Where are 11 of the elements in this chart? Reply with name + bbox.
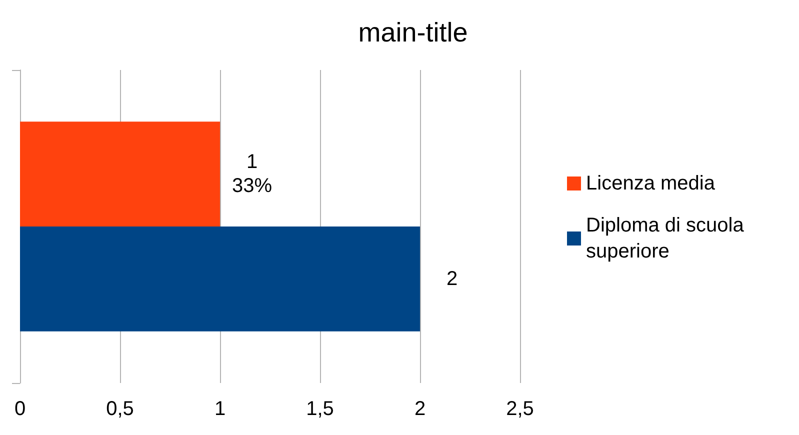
- data-label: 1 33%: [232, 151, 272, 198]
- x-tick-label: 0,5: [106, 398, 134, 420]
- x-tick-label: 1,5: [306, 398, 334, 420]
- data-label: 2: [446, 268, 458, 290]
- legend-label: Licenza media: [586, 172, 716, 194]
- x-tick-label: 2,5: [506, 398, 534, 420]
- x-tick-label: 0: [14, 398, 26, 420]
- legend-label: Diploma di scuola superiore: [586, 214, 750, 262]
- x-tick-label: 1: [214, 398, 226, 420]
- chart-title: main-title: [358, 18, 468, 48]
- x-tick-label: 2: [414, 398, 426, 420]
